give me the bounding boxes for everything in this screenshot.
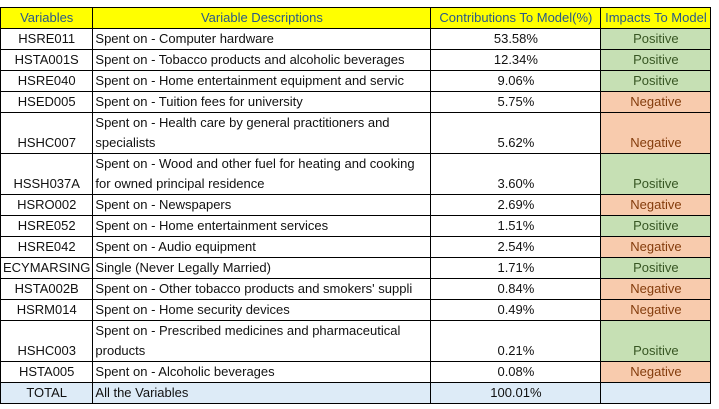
header-variables[interactable]: Variables	[0, 7, 94, 29]
variable-code-cell[interactable]: HSTA002B	[0, 278, 94, 300]
impact-cell[interactable]: Negative	[600, 91, 712, 113]
table-row: HSSH037A Spent on - Wood and other fuel f…	[0, 153, 712, 195]
description-cell[interactable]: Spent on - Computer hardware	[92, 28, 432, 50]
table-row: HSRM014 Spent on - Home security devices 0…	[0, 299, 712, 321]
table-body: HSRE011 Spent on - Computer hardware 53.58…	[0, 28, 712, 383]
impact-cell[interactable]: Negative	[600, 278, 712, 300]
contribution-cell[interactable]: 2.54%	[430, 236, 602, 258]
variable-code-cell[interactable]: HSTA001S	[0, 49, 94, 71]
table-row: HSRE042 Spent on - Audio equipment 2.54% Ne…	[0, 236, 712, 258]
description-cell[interactable]: Spent on - Tuition fees for university	[92, 91, 432, 113]
variable-code-cell[interactable]: HSED005	[0, 91, 94, 113]
description-cell[interactable]: Spent on - Newspapers	[92, 194, 432, 216]
description-cell[interactable]: Spent on - Home entertainment services	[92, 215, 432, 237]
contribution-cell[interactable]: 0.08%	[430, 361, 602, 383]
variable-code-cell[interactable]: HSTA005	[0, 361, 94, 383]
total-desc-cell[interactable]: All the Variables	[92, 382, 432, 404]
impact-cell[interactable]: Positive	[600, 28, 712, 50]
table-row: HSTA001S Spent on - Tobacco products and …	[0, 49, 712, 71]
table-row: HSRE011 Spent on - Computer hardware 53.58…	[0, 28, 712, 50]
variable-code-cell[interactable]: ECYMARSING	[0, 257, 94, 279]
impact-cell[interactable]: Negative	[600, 236, 712, 258]
impact-cell[interactable]: Positive	[600, 257, 712, 279]
description-cell[interactable]: Spent on - Home entertainment equipment …	[92, 70, 432, 92]
impact-cell[interactable]: Negative	[600, 361, 712, 383]
description-cell[interactable]: Spent on - Prescribed medicines and phar…	[92, 320, 432, 362]
impact-cell[interactable]: Negative	[600, 194, 712, 216]
contribution-cell[interactable]: 0.21%	[430, 320, 602, 362]
table-row: HSRE052 Spent on - Home entertainment ser…	[0, 215, 712, 237]
contribution-cell[interactable]: 1.51%	[430, 215, 602, 237]
table-row: ECYMARSING Single (Never Legally Married)…	[0, 257, 712, 279]
description-cell[interactable]: Spent on - Wood and other fuel for heati…	[92, 153, 432, 195]
description-cell[interactable]: Spent on - Other tobacco products and sm…	[92, 278, 432, 300]
impact-cell[interactable]: Positive	[600, 215, 712, 237]
impact-cell[interactable]: Negative	[600, 299, 712, 321]
variables-table: Variables Variable Descriptions Contribu…	[0, 7, 712, 404]
impact-cell[interactable]: Negative	[600, 112, 712, 154]
impact-cell[interactable]: Positive	[600, 320, 712, 362]
table-row: HSRE040 Spent on - Home entertainment equ…	[0, 70, 712, 92]
contribution-cell[interactable]: 3.60%	[430, 153, 602, 195]
table-row: HSTA002B Spent on - Other tobacco product…	[0, 278, 712, 300]
table-row: HSTA005 Spent on - Alcoholic beverages 0.0…	[0, 361, 712, 383]
table-row: HSHC003 Spent on - Prescribed medicines a…	[0, 320, 712, 362]
total-code-cell[interactable]: TOTAL	[0, 382, 94, 404]
contribution-cell[interactable]: 0.84%	[430, 278, 602, 300]
variable-code-cell[interactable]: HSRE011	[0, 28, 94, 50]
table-row: HSRO002 Spent on - Newspapers 2.69% Negativ…	[0, 194, 712, 216]
variable-code-cell[interactable]: HSHC007	[0, 112, 94, 154]
description-cell[interactable]: Spent on - Health care by general practi…	[92, 112, 432, 154]
variable-code-cell[interactable]: HSRE042	[0, 236, 94, 258]
description-cell[interactable]: Spent on - Tobacco products and alcoholi…	[92, 49, 432, 71]
header-row: Variables Variable Descriptions Contribu…	[0, 7, 712, 29]
variable-code-cell[interactable]: HSHC003	[0, 320, 94, 362]
header-descriptions[interactable]: Variable Descriptions	[92, 7, 432, 29]
contribution-cell[interactable]: 2.69%	[430, 194, 602, 216]
contribution-cell[interactable]: 9.06%	[430, 70, 602, 92]
impact-cell[interactable]: Positive	[600, 70, 712, 92]
impact-cell[interactable]: Positive	[600, 153, 712, 195]
table-row: HSHC007 Spent on - Health care by general…	[0, 112, 712, 154]
header-impacts[interactable]: Impacts To Model	[600, 7, 712, 29]
table-row: HSED005 Spent on - Tuition fees for unive…	[0, 91, 712, 113]
contribution-cell[interactable]: 5.75%	[430, 91, 602, 113]
variable-code-cell[interactable]: HSSH037A	[0, 153, 94, 195]
total-row: TOTAL All the Variables 100.01%	[0, 382, 712, 404]
description-cell[interactable]: Single (Never Legally Married)	[92, 257, 432, 279]
total-impact-cell[interactable]	[600, 382, 712, 404]
variable-code-cell[interactable]: HSRE040	[0, 70, 94, 92]
variable-code-cell[interactable]: HSRM014	[0, 299, 94, 321]
variable-code-cell[interactable]: HSRE052	[0, 215, 94, 237]
header-contributions[interactable]: Contributions To Model(%)	[430, 7, 602, 29]
impact-cell[interactable]: Positive	[600, 49, 712, 71]
contribution-cell[interactable]: 5.62%	[430, 112, 602, 154]
description-cell[interactable]: Spent on - Alcoholic beverages	[92, 361, 432, 383]
description-cell[interactable]: Spent on - Audio equipment	[92, 236, 432, 258]
contribution-cell[interactable]: 0.49%	[430, 299, 602, 321]
description-cell[interactable]: Spent on - Home security devices	[92, 299, 432, 321]
contribution-cell[interactable]: 12.34%	[430, 49, 602, 71]
contribution-cell[interactable]: 53.58%	[430, 28, 602, 50]
contribution-cell[interactable]: 1.71%	[430, 257, 602, 279]
total-pct-cell[interactable]: 100.01%	[430, 382, 602, 404]
variable-code-cell[interactable]: HSRO002	[0, 194, 94, 216]
